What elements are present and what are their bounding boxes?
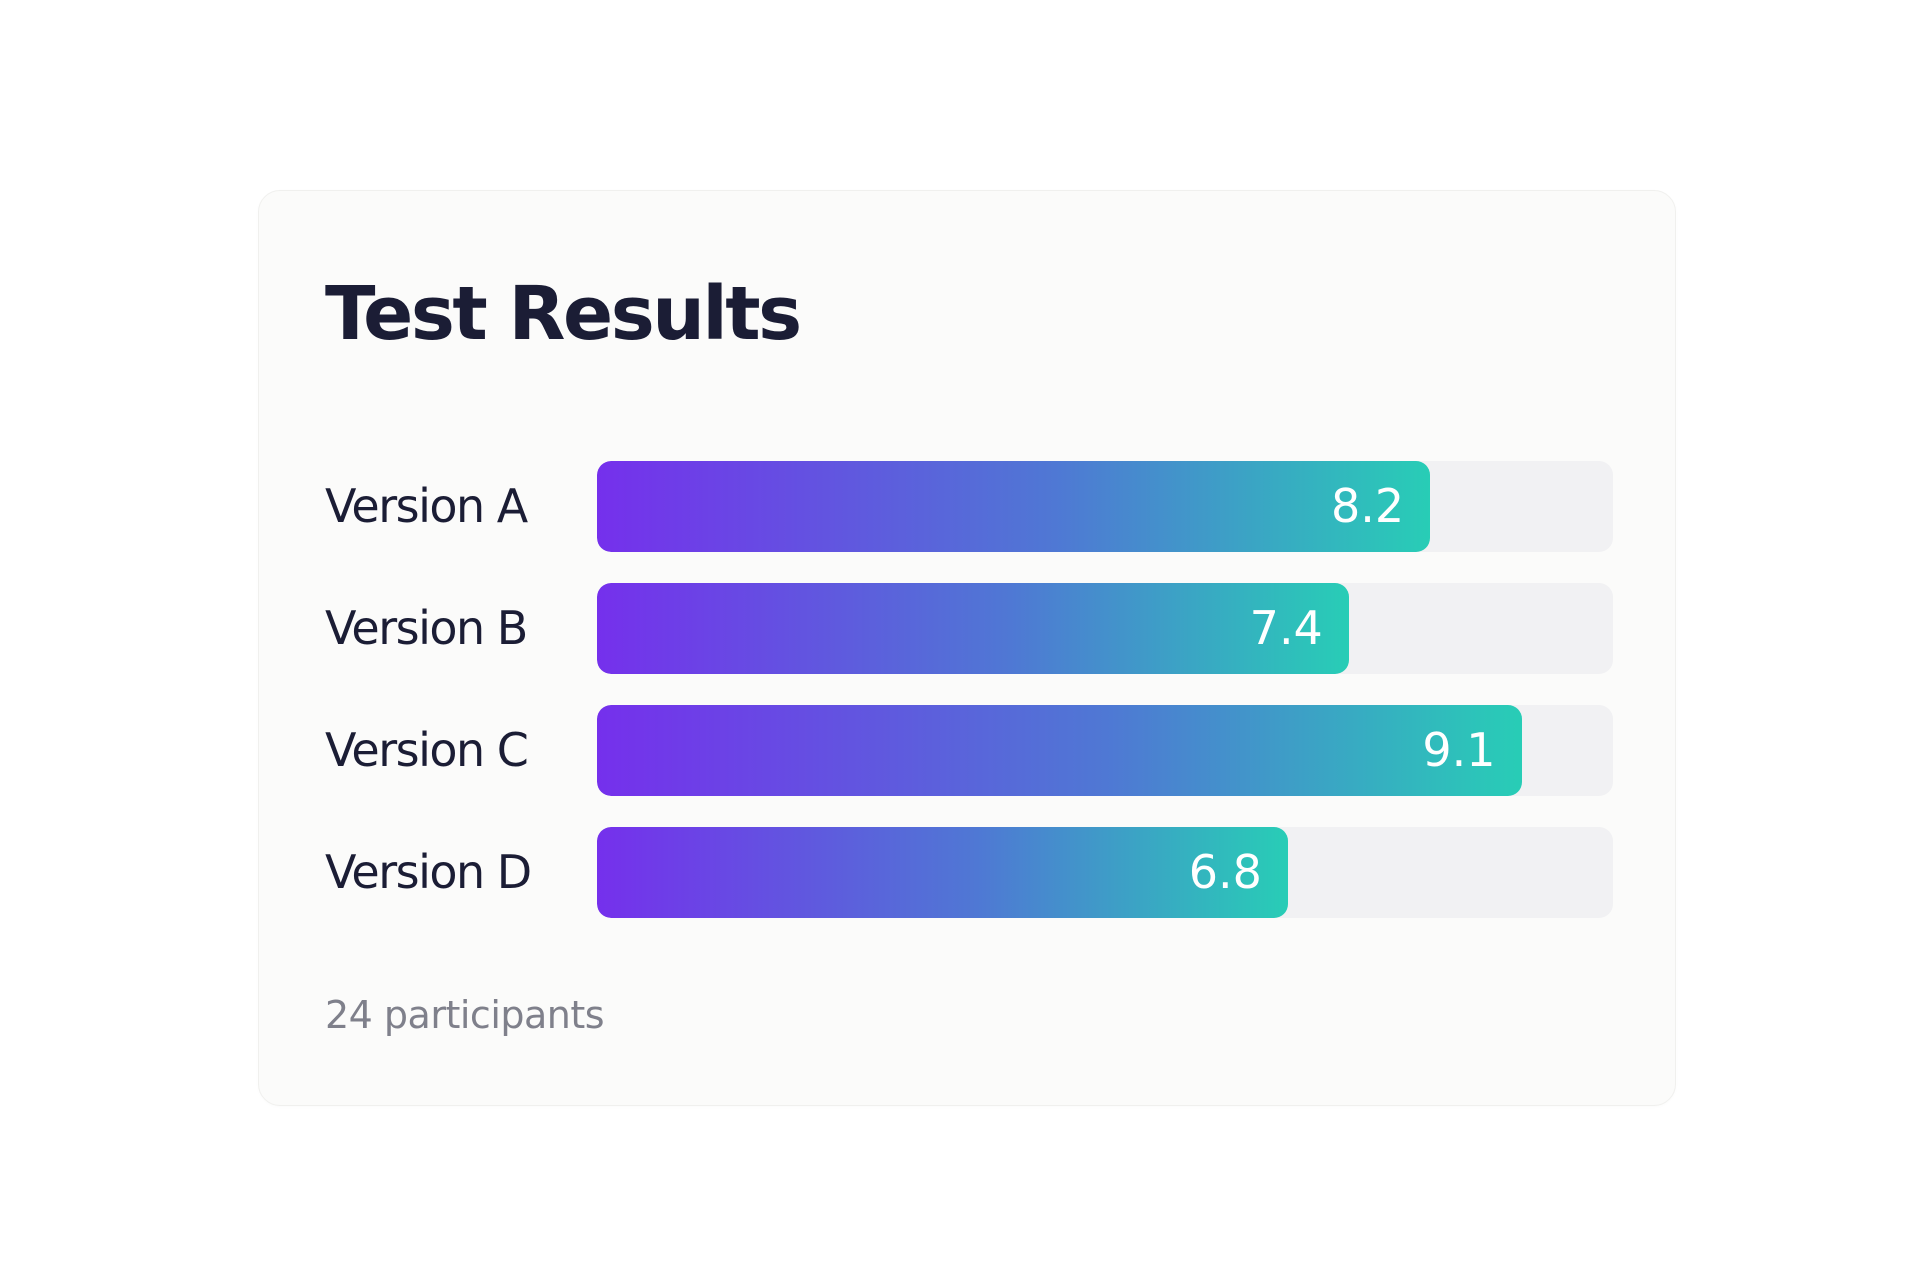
bar-value-label: 8.2 — [1330, 479, 1405, 533]
bar-track: 6.8 — [597, 827, 1613, 918]
bar-row-version-d: Version D 6.8 — [325, 827, 1615, 918]
bar-row-version-c: Version C 9.1 — [325, 705, 1615, 796]
participants-count: 24 participants — [325, 993, 605, 1037]
card-title: Test Results — [325, 271, 802, 357]
bar-label: Version C — [325, 723, 529, 777]
bar-track: 8.2 — [597, 461, 1613, 552]
bar-label: Version D — [325, 845, 532, 899]
bar-track: 7.4 — [597, 583, 1613, 674]
bar-row-version-a: Version A 8.2 — [325, 461, 1615, 552]
bar-fill: 8.2 — [597, 461, 1431, 552]
bar-row-version-b: Version B 7.4 — [325, 583, 1615, 674]
bar-value-label: 6.8 — [1188, 845, 1262, 899]
results-card: Test Results Version A 8.2 Version B 7.4… — [258, 190, 1676, 1106]
bar-fill: 6.8 — [597, 827, 1288, 918]
bar-label: Version A — [325, 479, 528, 533]
bar-value-label: 9.1 — [1422, 723, 1496, 777]
bar-track: 9.1 — [597, 705, 1613, 796]
bar-label: Version B — [325, 601, 528, 655]
bar-fill: 9.1 — [597, 705, 1522, 796]
bar-value-label: 7.4 — [1249, 601, 1323, 655]
bar-fill: 7.4 — [597, 583, 1349, 674]
